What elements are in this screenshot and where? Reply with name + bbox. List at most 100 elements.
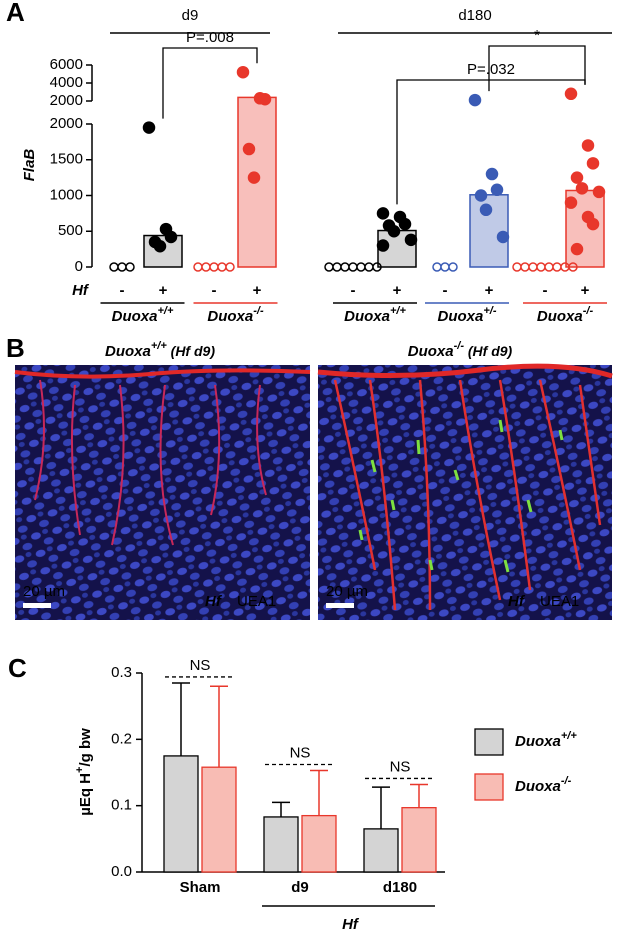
- data-point: [432, 262, 442, 272]
- data-point: [364, 262, 374, 272]
- stain-label: UEA1: [540, 593, 579, 610]
- scale-bar: [326, 603, 354, 608]
- data-point: [117, 262, 127, 272]
- comparison-bracket: [396, 79, 586, 205]
- data-point: [570, 171, 584, 184]
- micrograph: [318, 365, 612, 620]
- data-point: [468, 93, 482, 107]
- data-point: [586, 217, 600, 231]
- data-point: [496, 230, 510, 244]
- comparison-bracket: [488, 45, 586, 92]
- ns-label: NS: [390, 758, 411, 775]
- x-tick-label: +: [485, 282, 494, 299]
- scale-bar: [23, 603, 51, 608]
- data-point: [236, 65, 250, 79]
- data-point: [209, 262, 219, 272]
- genotype-label: Duoxa-/-: [207, 305, 264, 325]
- comparison-label: *: [534, 27, 540, 44]
- x-tick-label: +: [159, 282, 168, 299]
- data-point: [324, 262, 334, 272]
- group-header: d9: [182, 7, 199, 24]
- image-condition: (Hf d9): [167, 343, 216, 359]
- scale-label: 20 µm: [326, 583, 368, 600]
- text-part: Duoxa: [515, 733, 561, 750]
- superscript: +/+: [157, 305, 173, 317]
- x-tick-label: d180: [383, 879, 417, 896]
- y-tick-label: 1000: [50, 186, 83, 203]
- comparison-bracket: [162, 47, 258, 119]
- stain-label: Hf: [508, 593, 526, 610]
- x-tick-label: Sham: [180, 879, 221, 896]
- y-tick-label: 500: [58, 222, 83, 239]
- legend-swatch: [474, 773, 504, 801]
- text-part: Duoxa: [537, 308, 583, 325]
- x-tick-label: -: [543, 282, 548, 299]
- bar: [201, 766, 237, 873]
- y-axis-title: FlaB: [21, 149, 38, 182]
- text-part: Duoxa: [207, 308, 253, 325]
- group-header: d180: [458, 7, 491, 24]
- data-point: [440, 262, 450, 272]
- data-point: [528, 262, 538, 272]
- data-point: [153, 240, 167, 253]
- ns-label: NS: [190, 657, 211, 674]
- data-point: [376, 239, 390, 252]
- superscript: -/-: [561, 775, 572, 787]
- data-point: [398, 217, 412, 231]
- data-point: [242, 142, 256, 156]
- y-tick-label: 0.3: [111, 664, 132, 681]
- data-point: [570, 242, 584, 256]
- stain-label: UEA1: [237, 593, 276, 610]
- genotype-label: Duoxa+/+: [112, 305, 174, 325]
- data-point: [564, 196, 578, 209]
- panel-label: B: [6, 333, 25, 363]
- legend-label: Duoxa-/-: [515, 775, 572, 795]
- data-point: [387, 225, 401, 238]
- data-point: [564, 87, 578, 101]
- data-point: [581, 139, 595, 152]
- data-point: [586, 157, 600, 170]
- text-part: Duoxa: [112, 308, 158, 325]
- comparison-label: P=.008: [186, 29, 234, 46]
- y-tick-label: 0.0: [111, 863, 132, 880]
- scale-label: 20 µm: [23, 583, 65, 600]
- x-tick-label: +: [253, 282, 262, 299]
- image-title: Duoxa+/+ (Hf d9): [105, 340, 215, 360]
- x-tick-label: -: [212, 282, 217, 299]
- data-point: [544, 262, 554, 272]
- x-tick-label: -: [443, 282, 448, 299]
- data-point: [142, 121, 156, 134]
- superscript: +/+: [390, 305, 406, 317]
- stain-label: Hf: [205, 593, 223, 610]
- genotype-label: Duoxa+/+: [344, 305, 406, 325]
- bar: [401, 807, 437, 873]
- image-condition: (Hf d9): [464, 343, 513, 359]
- text-part: Duoxa: [344, 308, 390, 325]
- text-part: Duoxa: [105, 343, 151, 360]
- y-axis-title: µEq H+/g bw: [74, 728, 94, 816]
- data-point: [332, 262, 342, 272]
- genotype-label: Duoxa+/-: [438, 305, 497, 325]
- data-point: [258, 92, 272, 106]
- ns-label: NS: [290, 744, 311, 761]
- bar: [163, 755, 199, 873]
- data-point: [552, 262, 562, 272]
- data-point: [125, 262, 135, 272]
- panel-b-images: [14, 363, 613, 620]
- data-point: [520, 262, 530, 272]
- text-part: µEq H: [77, 773, 94, 816]
- bar: [263, 816, 299, 873]
- comparison-label: P=.032: [467, 61, 515, 78]
- glands: [34, 379, 267, 546]
- superscript: +/+: [151, 340, 167, 352]
- glands: [333, 379, 602, 611]
- data-point: [448, 262, 458, 272]
- image-title: Duoxa-/- (Hf d9): [408, 340, 513, 360]
- data-point: [201, 262, 211, 272]
- superscript: +/-: [483, 305, 496, 317]
- data-point: [592, 185, 606, 199]
- y-tick-label: 0.2: [111, 730, 132, 747]
- data-point: [479, 203, 493, 217]
- data-point: [109, 262, 119, 272]
